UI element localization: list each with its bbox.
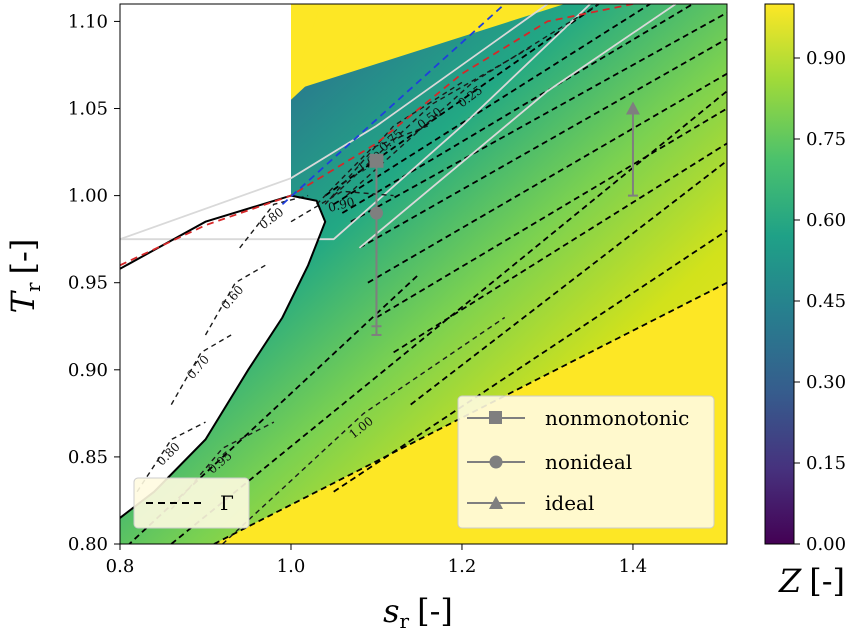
isobar-line: [120, 4, 591, 241]
y-tick-label: 0.90: [68, 360, 108, 381]
gamma-line: [333, 4, 651, 206]
gamma-line: [410, 160, 727, 406]
y-tick-label: 1.10: [68, 11, 108, 32]
legend-ideal: ideal: [545, 491, 594, 515]
legend-nonideal: nonideal: [545, 450, 632, 474]
field-wedge: [291, 4, 394, 100]
x-tick-label: 1.4: [619, 556, 648, 577]
colorbar-tick-label: 0.45: [806, 291, 846, 312]
x-axis: 0.8 1.0 1.2 1.4: [106, 544, 648, 577]
gamma-line: [341, 4, 694, 214]
gamma-line: [333, 229, 727, 493]
colorbar: 0.00 0.15 0.30 0.45 0.60 0.75 0.90 Z [-]: [764, 3, 846, 600]
y-axis: 0.80 0.85 0.90 0.95 1.00 1.05 1.10: [68, 11, 120, 555]
contour-line: [316, 125, 429, 205]
contour-line: [346, 4, 600, 197]
x-axis-label: sr [-]: [383, 592, 453, 630]
y-tick-label: 0.80: [68, 534, 108, 555]
legend-circle-marker: [489, 455, 503, 469]
y-tick-label: 1.00: [68, 186, 108, 207]
colorbar-tick-label: 0.90: [806, 48, 846, 69]
gamma-line: [358, 38, 727, 249]
red-dashed-curve: [120, 4, 634, 267]
contour-lines: [136, 4, 600, 544]
y-tick-label: 1.05: [68, 99, 108, 120]
legend-gamma: Γ: [133, 477, 250, 529]
gamma-line: [350, 11, 727, 223]
markers: [369, 101, 640, 336]
legend-box: [457, 395, 715, 529]
legend-nonmonotonic: nonmonotonic: [545, 406, 689, 430]
x-tick-label: 1.2: [448, 556, 477, 577]
legend-triangle-marker: [489, 496, 503, 509]
colorbar-tick-label: 0.30: [806, 372, 846, 393]
colorbar-gradient: [764, 3, 795, 545]
legend-gamma-label: Γ: [220, 491, 234, 515]
isobar-line: [358, 4, 677, 249]
colorbar-tick-label: 0.60: [806, 210, 846, 231]
contour-line: [136, 421, 206, 493]
y-tick-label: 0.85: [68, 447, 108, 468]
contour-line: [204, 264, 266, 336]
gamma-line: [213, 281, 727, 544]
contour-line: [222, 316, 506, 544]
colorbar-tick-label: 0.15: [806, 453, 846, 474]
marker-ideal: [625, 101, 640, 115]
contour-line: [170, 421, 275, 510]
contour-line: [170, 334, 232, 405]
special-curves: [120, 4, 634, 519]
blank-region: [120, 4, 291, 269]
contour-line: [333, 46, 531, 197]
contour-label: 0.90: [327, 195, 356, 215]
colorbar-ticks: 0.00 0.15 0.30 0.45 0.60 0.75 0.90: [794, 48, 846, 555]
plot-frame: [119, 3, 728, 545]
legend-main: nonmonotonic nonideal ideal: [457, 395, 715, 529]
y-tick-label: 0.95: [68, 273, 108, 294]
colorbar-tick-label: 0.00: [806, 534, 846, 555]
y-axis-label: Tr[-]: [4, 239, 45, 314]
saturation-curve: [120, 194, 327, 519]
colorbar-label: Z [-]: [778, 562, 845, 600]
isobar-lines: [120, 4, 677, 249]
gamma-line: [128, 273, 420, 544]
isobar-line: [120, 4, 549, 241]
legend-gamma-box: [133, 477, 250, 529]
contour-line: [239, 194, 309, 249]
legend-square-marker: [489, 411, 502, 424]
gamma-lines: [128, 4, 727, 544]
gamma-line: [393, 142, 727, 354]
gamma-line: [376, 107, 727, 319]
marker-nonideal: [369, 206, 383, 220]
x-tick-label: 0.8: [106, 556, 135, 577]
blue-dashed-line: [281, 4, 506, 205]
marker-nonmonotonic: [369, 153, 384, 168]
two-phase-region: [120, 195, 326, 518]
x-tick-label: 1.0: [277, 556, 306, 577]
colorbar-tick-label: 0.75: [806, 129, 846, 150]
